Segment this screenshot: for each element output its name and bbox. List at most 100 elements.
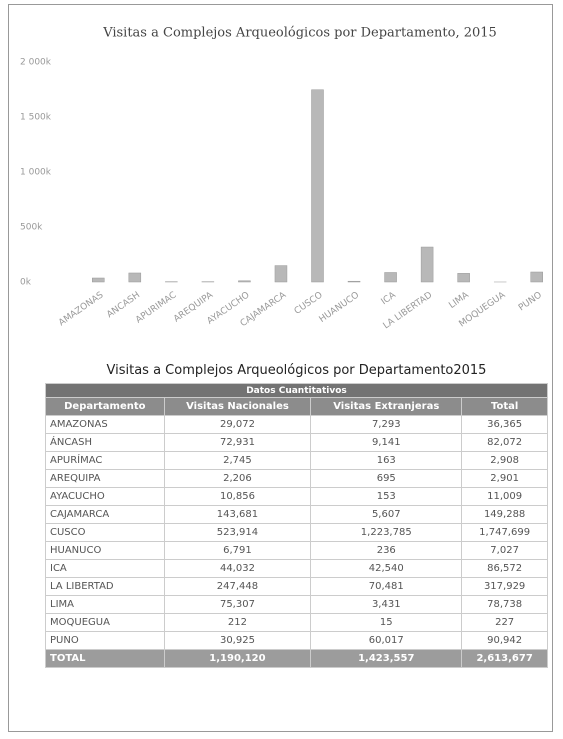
- header-row: Departamento Visitas Nacionales Visitas Ex…: [45, 397, 548, 416]
- table-cell: 72,931: [163, 433, 312, 452]
- table-row: CAJAMARCA 143,681 5,607 149,288: [45, 505, 548, 524]
- table-cell: 523,914: [163, 523, 312, 542]
- table-cell: 1,747,699: [461, 523, 548, 542]
- bar: [128, 272, 142, 283]
- table-cell: HUANUCO: [45, 541, 165, 560]
- table-row: ÁNCASH 72,931 9,141 82,072: [45, 433, 548, 452]
- y-tick-label: 1 500k: [20, 113, 52, 123]
- table-row: AREQUIPA 2,206 695 2,901: [45, 469, 548, 488]
- group-header-row: Datos Cuantitativos: [45, 383, 548, 398]
- table-cell: TOTAL: [45, 649, 165, 668]
- table-row: AYACUCHO 10,856 153 11,009: [45, 487, 548, 506]
- table-cell: 36,365: [461, 415, 548, 434]
- x-tick-label: AMAZONAS: [57, 290, 106, 328]
- table-cell: 44,032: [163, 559, 312, 578]
- table-cell: 2,901: [461, 469, 548, 488]
- bar: [420, 246, 434, 283]
- table-row: MOQUEGUA 212 15 227: [45, 613, 548, 632]
- table-cell: 60,017: [310, 631, 463, 650]
- table-cell: ÁNCASH: [45, 433, 165, 452]
- table-cell: 2,745: [163, 451, 312, 470]
- table-cell: 6,791: [163, 541, 312, 560]
- bar: [457, 273, 470, 283]
- table-cell: 212: [163, 613, 312, 632]
- bar: [92, 277, 105, 283]
- total-row: TOTAL 1,190,120 1,423,557 2,613,677: [45, 649, 548, 668]
- table-row: LA LIBERTAD 247,448 70,481 317,929: [45, 577, 548, 596]
- table-title: Visitas a Complejos Arqueológicos por De…: [106, 363, 487, 378]
- chart: Visitas a Complejos Arqueológicos por De…: [20, 26, 544, 332]
- x-tick-label: CUSCO: [293, 290, 325, 317]
- x-tick-label: ICA: [380, 290, 399, 307]
- table-cell: AREQUIPA: [45, 469, 165, 488]
- table-cell: 70,481: [310, 577, 463, 596]
- table-cell: 149,288: [461, 505, 548, 524]
- table-cell: AYACUCHO: [45, 487, 165, 506]
- bar: [311, 89, 324, 283]
- y-tick-label: 2 000k: [20, 58, 52, 68]
- y-tick-label: 0k: [20, 278, 32, 288]
- table-cell: 10,856: [163, 487, 312, 506]
- table-row: AMAZONAS 29,072 7,293 36,365: [45, 415, 548, 434]
- table-cell: 75,307: [163, 595, 312, 614]
- table-cell: 15: [310, 613, 463, 632]
- table-cell: 11,009: [461, 487, 548, 506]
- y-tick-label: 500k: [20, 223, 43, 233]
- table-cell: 247,448: [163, 577, 312, 596]
- table-cell: APURÍMAC: [45, 451, 165, 470]
- table-cell: 9,141: [310, 433, 463, 452]
- chart-title: Visitas a Complejos Arqueológicos por De…: [102, 26, 497, 41]
- table-cell: 695: [310, 469, 463, 488]
- table-cell: LIMA: [45, 595, 165, 614]
- table-row: ICA 44,032 42,540 86,572: [45, 559, 548, 578]
- table-cell: 3,431: [310, 595, 463, 614]
- x-tick-label: HUANUCO: [318, 290, 362, 325]
- table-cell: Visitas Extranjeras: [310, 397, 463, 416]
- table-cell: 90,942: [461, 631, 548, 650]
- bar: [238, 280, 251, 283]
- table-cell: LA LIBERTAD: [45, 577, 165, 596]
- table-cell: 153: [310, 487, 463, 506]
- table-cell: MOQUEGUA: [45, 613, 165, 632]
- table-cell: Datos Cuantitativos: [45, 383, 548, 398]
- table-row: APURÍMAC 2,745 163 2,908: [45, 451, 548, 470]
- table-cell: 5,607: [310, 505, 463, 524]
- table-cell: 7,293: [310, 415, 463, 434]
- bar: [274, 265, 288, 283]
- table-cell: 78,738: [461, 595, 548, 614]
- table-cell: Total: [461, 397, 548, 416]
- bar: [530, 271, 543, 283]
- data-table: Datos Cuantitativos Departamento Visitas N…: [45, 383, 548, 668]
- table-cell: 317,929: [461, 577, 548, 596]
- table-cell: 29,072: [163, 415, 312, 434]
- table-cell: 7,027: [461, 541, 548, 560]
- x-tick-label: APURIMAC: [134, 290, 178, 325]
- table-cell: 1,423,557: [310, 649, 463, 668]
- bar: [347, 280, 361, 283]
- table-cell: 82,072: [461, 433, 548, 452]
- table-cell: 1,190,120: [163, 649, 312, 668]
- table-row: LIMA 75,307 3,431 78,738: [45, 595, 548, 614]
- table-cell: 163: [310, 451, 463, 470]
- table-cell: 236: [310, 541, 463, 560]
- table-cell: 2,908: [461, 451, 548, 470]
- table-row: CUSCO 523,914 1,223,785 1,747,699: [45, 523, 548, 542]
- table-cell: ICA: [45, 559, 165, 578]
- x-tick-label: PUNO: [517, 290, 544, 313]
- table-cell: 30,925: [163, 631, 312, 650]
- table-cell: AMAZONAS: [45, 415, 165, 434]
- table-cell: 42,540: [310, 559, 463, 578]
- table-cell: 86,572: [461, 559, 548, 578]
- table-cell: 227: [461, 613, 548, 632]
- table-row: HUANUCO 6,791 236 7,027: [45, 541, 548, 560]
- table-cell: Departamento: [45, 397, 165, 416]
- table-cell: 143,681: [163, 505, 312, 524]
- y-tick-label: 1 000k: [20, 168, 52, 178]
- bar: [384, 272, 397, 283]
- table-cell: 2,206: [163, 469, 312, 488]
- table-cell: 1,223,785: [310, 523, 463, 542]
- table-cell: Visitas Nacionales: [163, 397, 312, 416]
- table-cell: 2,613,677: [461, 649, 548, 668]
- frame: [8, 4, 553, 732]
